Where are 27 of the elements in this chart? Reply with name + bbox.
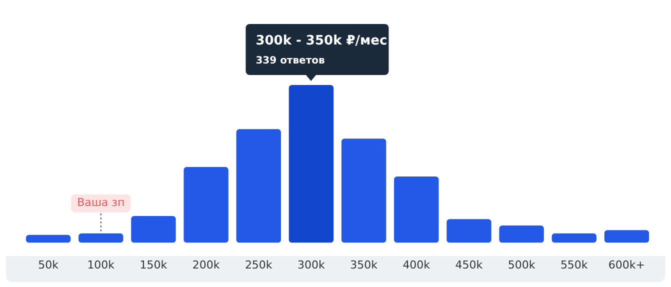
x-tick-label: 50k <box>38 258 60 272</box>
bar <box>499 225 544 243</box>
x-tick-label: 250k <box>244 258 273 272</box>
x-tick-label: 500k <box>508 258 536 272</box>
x-tick-label: 200k <box>192 258 220 272</box>
x-tick-label: 100k <box>87 258 116 272</box>
x-tick-label: 550k <box>560 258 588 272</box>
bar <box>184 167 228 243</box>
x-tick-label: 150k <box>140 258 168 272</box>
bar <box>604 230 650 243</box>
annotation: Ваша зп <box>77 196 125 210</box>
bar <box>288 85 334 243</box>
x-tick-label: 400k <box>402 258 431 272</box>
bar <box>26 234 71 243</box>
bar <box>131 216 176 243</box>
bar <box>236 129 281 243</box>
x-tick-label: 350k <box>350 258 378 272</box>
x-tick-label: 450k <box>455 258 484 272</box>
bar <box>552 233 596 243</box>
bar <box>341 138 386 243</box>
bar <box>78 233 124 243</box>
bar <box>446 219 492 243</box>
bar <box>394 176 439 243</box>
annotation: 339 ответов <box>256 56 325 67</box>
x-tick-label: 300k <box>298 258 326 272</box>
annotation: 300k - 350k ₽/мес <box>256 33 388 48</box>
x-tick-label: 600k+ <box>608 258 646 272</box>
